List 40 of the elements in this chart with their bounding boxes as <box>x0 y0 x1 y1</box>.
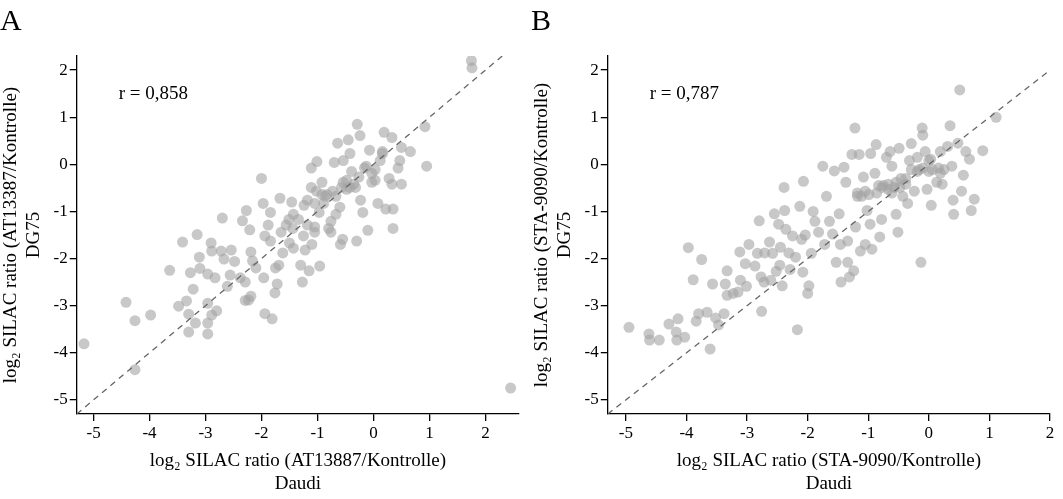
x-tick-label: -4 <box>679 422 695 442</box>
x-tick-label: -3 <box>198 422 213 442</box>
y-tick-label: -3 <box>584 295 599 315</box>
y-axis-title: log₂ SILAC ratio (AT13387/Kontrolle) DG75 <box>0 86 44 384</box>
y-tick-label: -1 <box>584 200 599 220</box>
x-tick-label: 2 <box>1045 422 1055 442</box>
y-tick-label: 0 <box>590 153 599 173</box>
x-tick-label: -5 <box>86 422 101 442</box>
x-axis-title: log₂ SILAC ratio (AT13887/Kontrolle) Daudi <box>149 448 447 493</box>
y-tick-label: -3 <box>53 295 68 315</box>
y-tick-label: -1 <box>53 200 68 220</box>
x-tick-label: -5 <box>618 422 634 442</box>
y-tick-label: 2 <box>590 59 599 79</box>
x-axis-title: log₂ SILAC ratio (STA-9090/Kontrolle) Daudi <box>676 448 982 493</box>
chart-title: B <box>531 2 552 36</box>
y-tick-label: -5 <box>53 389 68 409</box>
y-tick-label: 1 <box>590 106 599 126</box>
x-tick-label: 0 <box>369 422 378 442</box>
x-tick-label: -3 <box>740 422 755 442</box>
x-tick-label: 0 <box>924 422 934 442</box>
y-tick-label: -2 <box>584 248 599 268</box>
x-tick-label: -2 <box>800 422 815 442</box>
y-tick-label: -4 <box>53 342 69 362</box>
x-tick-label: 2 <box>481 422 490 442</box>
y-tick-label: 0 <box>59 153 68 173</box>
y-tick-label: -2 <box>53 248 68 268</box>
y-tick-label: 1 <box>59 106 68 126</box>
x-tick-label: 1 <box>985 422 994 442</box>
x-tick-label: -1 <box>861 422 876 442</box>
chart-title: A <box>0 2 22 36</box>
x-tick-label: -1 <box>310 422 325 442</box>
y-tick-label: 2 <box>59 59 68 79</box>
y-axis-title: log₂ SILAC ratio (STA-9090/Kontrolle) DG75 <box>530 82 575 388</box>
x-tick-label: -2 <box>254 422 269 442</box>
x-tick-label: -4 <box>142 422 158 442</box>
y-tick-label: -4 <box>584 342 600 362</box>
annotation: r = 0,787 <box>649 81 720 103</box>
annotation: r = 0,858 <box>118 81 189 103</box>
y-tick-label: -5 <box>584 389 599 409</box>
x-tick-label: 1 <box>425 422 434 442</box>
